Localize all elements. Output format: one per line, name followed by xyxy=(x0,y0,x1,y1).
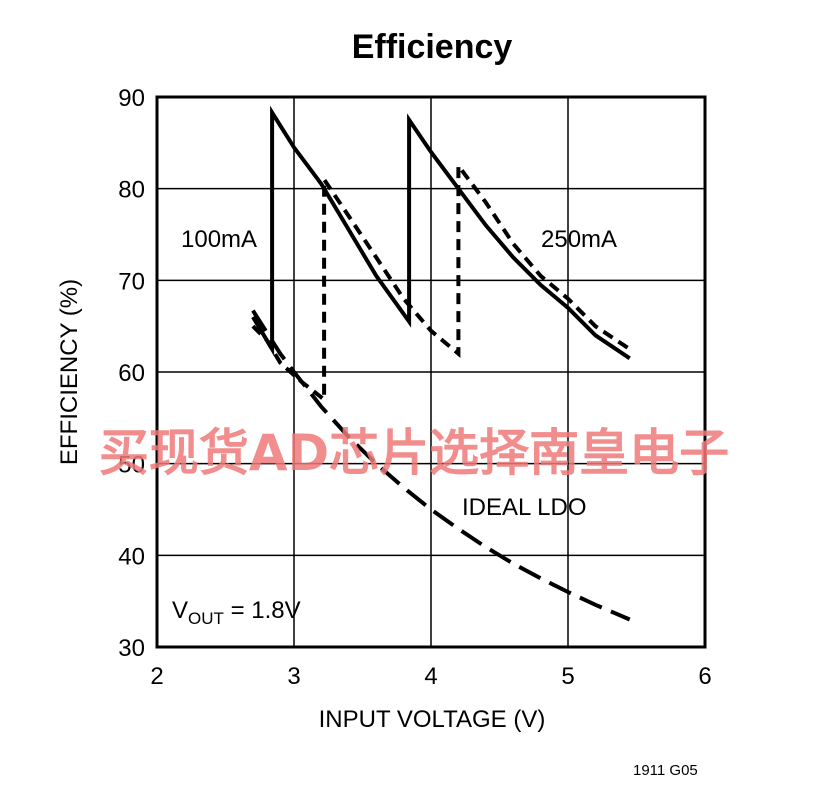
x-tick-labels: 2 3 4 5 6 xyxy=(150,663,711,690)
vout-prefix: V xyxy=(172,597,188,624)
series-line-250ma xyxy=(251,159,631,404)
y-tick-label: 70 xyxy=(118,268,145,295)
series-line-100ma xyxy=(251,105,631,360)
vout-subscript: OUT xyxy=(188,609,224,628)
annotation-250ma: 250mA xyxy=(541,226,617,253)
annotation-vout: VOUT = 1.8V xyxy=(172,597,301,628)
chart-title: Efficiency xyxy=(352,28,513,66)
x-tick-label: 2 xyxy=(150,663,163,690)
y-axis-label: EFFICIENCY (%) xyxy=(56,279,83,465)
watermark-text: 买现货AD芯片选择南皇电子 xyxy=(99,424,729,482)
y-tick-label: 80 xyxy=(118,177,145,204)
x-tick-label: 4 xyxy=(424,663,437,690)
y-tick-label: 60 xyxy=(118,360,145,387)
figure-id: 1911 G05 xyxy=(633,762,698,779)
plot-frame xyxy=(155,95,707,649)
vout-value: = 1.8V xyxy=(224,597,301,624)
series-lines xyxy=(251,105,631,622)
x-tick-label: 6 xyxy=(698,663,711,690)
grid xyxy=(157,97,705,647)
annotation-ideal-ldo: IDEAL LDO xyxy=(462,494,587,521)
x-tick-label: 5 xyxy=(561,663,574,690)
y-tick-label: 90 xyxy=(118,85,145,112)
annotation-100ma: 100mA xyxy=(181,226,257,253)
x-tick-label: 3 xyxy=(287,663,300,690)
y-tick-labels: 30 40 50 60 70 80 90 xyxy=(118,85,145,662)
series-line-ideal-ldo xyxy=(251,309,631,622)
y-tick-label: 50 xyxy=(118,452,145,479)
y-tick-label: 30 xyxy=(118,635,145,662)
x-axis-label: INPUT VOLTAGE (V) xyxy=(319,706,546,733)
y-tick-label: 40 xyxy=(118,543,145,570)
